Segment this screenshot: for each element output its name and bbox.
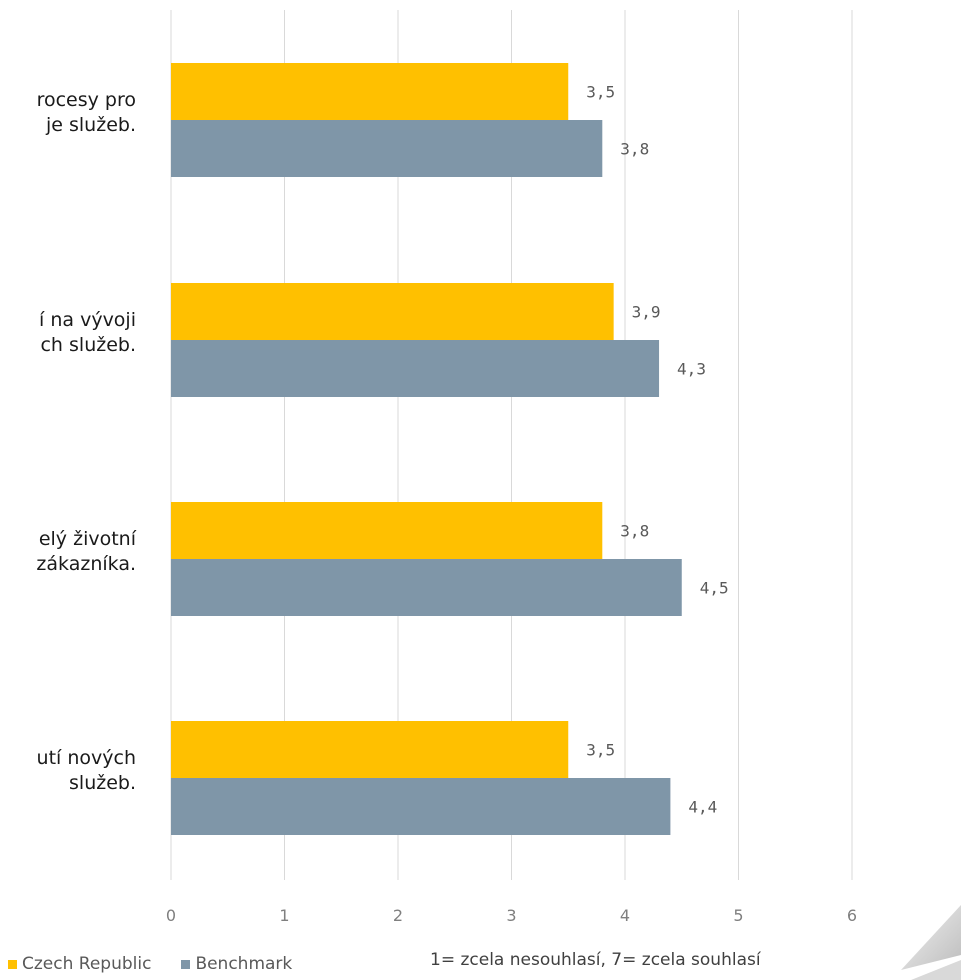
category-label-line: je služeb. [46,114,136,136]
legend: Czech Republic Benchmark [0,954,314,974]
legend-swatch-benchmark [181,959,191,969]
bar-czech-republic-2 [171,502,603,559]
value-label-benchmark-1: 4,3 [677,360,706,379]
category-label-line: služeb. [69,772,136,794]
bar-benchmark-2 [171,559,682,616]
category-label-2: elý životní zákazníka. [36,527,136,577]
legend-label-czech-republic: Czech Republic [22,954,152,974]
value-label-benchmark-2: 4,5 [700,579,729,598]
value-label-czech-republic-1: 3,9 [632,303,661,322]
value-label-benchmark-0: 3,8 [620,140,649,159]
bars [171,63,682,835]
bar-czech-republic-1 [171,283,614,340]
legend-swatch-czech-republic [8,959,17,969]
value-label-czech-republic-0: 3,5 [586,83,615,102]
value-label-czech-republic-3: 3,5 [586,741,615,760]
legend-item-czech-republic: Czech Republic [0,954,151,974]
bar-benchmark-3 [171,778,671,835]
x-tick-label-4: 4 [620,906,630,925]
bar-benchmark-0 [171,120,603,177]
category-label-line: rocesy pro [36,89,136,111]
x-tick-label-0: 0 [166,906,176,925]
x-tick-label-5: 5 [733,906,743,925]
legend-item-benchmark: Benchmark [173,954,292,974]
value-label-benchmark-3: 4,4 [688,798,717,817]
category-label-line: utí nových [36,747,136,769]
scale-note: 1= zcela nesouhlasí, 7= zcela souhlasí [430,950,761,970]
x-tick-label-3: 3 [506,906,516,925]
category-label-line: ch služeb. [40,334,136,356]
category-label-line: zákazníka. [36,553,136,575]
x-tick-label-6: 6 [847,906,857,925]
x-tick-labels: 0 1 2 3 4 5 6 [166,906,857,925]
category-label-1: í na vývoji ch služeb. [39,308,136,358]
value-label-czech-republic-2: 3,8 [620,522,649,541]
category-label-line: í na vývoji [39,309,136,331]
bar-chart: 3,5 3,9 3,8 3,5 3,8 4,3 4,5 4,4 0 1 2 3 4 5 6 [166,10,857,925]
category-label-line: elý životní [38,528,136,550]
x-tick-label-1: 1 [279,906,289,925]
category-label-3: utí nových služeb. [37,746,136,796]
legend-label-benchmark: Benchmark [195,954,293,974]
x-tick-label-2: 2 [393,906,403,925]
decorative-wedge-shape [901,905,961,980]
bar-czech-republic-0 [171,63,569,120]
bar-czech-republic-3 [171,721,569,778]
value-labels: 3,5 3,9 3,8 3,5 3,8 4,3 4,5 4,4 [586,83,728,817]
bar-benchmark-1 [171,340,660,397]
category-label-0: rocesy pro je služeb. [37,88,136,138]
